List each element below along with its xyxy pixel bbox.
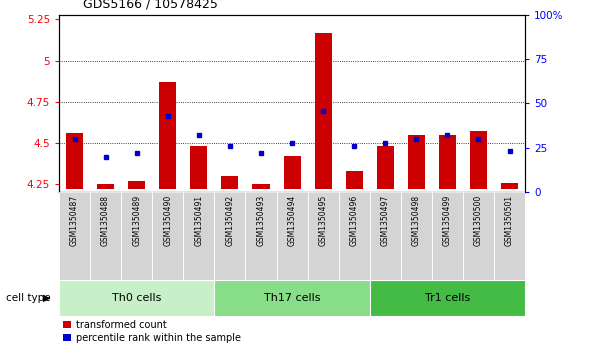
Bar: [439, 135, 456, 189]
Text: GDS5166 / 10578425: GDS5166 / 10578425: [83, 0, 218, 11]
Text: cell type: cell type: [6, 293, 51, 303]
Bar: [245, 192, 277, 280]
Bar: [59, 192, 90, 280]
Bar: [277, 192, 307, 280]
Bar: [314, 33, 332, 189]
Text: Tr1 cells: Tr1 cells: [425, 293, 470, 303]
Text: GSM1350490: GSM1350490: [163, 195, 172, 246]
Bar: [214, 280, 370, 316]
Bar: [463, 192, 494, 280]
Text: GSM1350494: GSM1350494: [287, 195, 297, 246]
Text: Th0 cells: Th0 cells: [112, 293, 162, 303]
Legend: transformed count, percentile rank within the sample: transformed count, percentile rank withi…: [59, 316, 244, 347]
Bar: [307, 192, 339, 280]
Bar: [501, 183, 518, 189]
Bar: [346, 171, 363, 189]
Bar: [370, 192, 401, 280]
Text: GSM1350487: GSM1350487: [70, 195, 79, 246]
Bar: [432, 192, 463, 280]
Text: GSM1350501: GSM1350501: [505, 195, 514, 246]
Bar: [59, 280, 214, 316]
Bar: [97, 184, 114, 189]
Text: GSM1350496: GSM1350496: [350, 195, 359, 246]
Bar: [90, 192, 121, 280]
Text: GSM1350493: GSM1350493: [257, 195, 266, 246]
Text: GSM1350500: GSM1350500: [474, 195, 483, 246]
Bar: [121, 192, 152, 280]
Bar: [66, 133, 83, 189]
Bar: [253, 184, 270, 189]
Text: GSM1350497: GSM1350497: [381, 195, 390, 246]
Text: GSM1350495: GSM1350495: [319, 195, 327, 246]
Text: GSM1350498: GSM1350498: [412, 195, 421, 246]
Bar: [221, 176, 238, 189]
Bar: [191, 146, 207, 189]
Bar: [408, 135, 425, 189]
Bar: [377, 146, 394, 189]
Bar: [152, 192, 183, 280]
Text: GSM1350488: GSM1350488: [101, 195, 110, 246]
Bar: [470, 131, 487, 189]
Text: GSM1350491: GSM1350491: [194, 195, 204, 246]
Text: Th17 cells: Th17 cells: [264, 293, 320, 303]
Bar: [494, 192, 525, 280]
Text: GSM1350492: GSM1350492: [225, 195, 234, 246]
Bar: [370, 280, 525, 316]
Text: GSM1350499: GSM1350499: [443, 195, 452, 246]
Bar: [159, 82, 176, 189]
Bar: [401, 192, 432, 280]
Text: GSM1350489: GSM1350489: [132, 195, 141, 246]
Bar: [284, 156, 300, 189]
Bar: [339, 192, 370, 280]
Bar: [183, 192, 214, 280]
Text: ▶: ▶: [42, 293, 50, 303]
Bar: [128, 181, 145, 189]
Bar: [214, 192, 245, 280]
